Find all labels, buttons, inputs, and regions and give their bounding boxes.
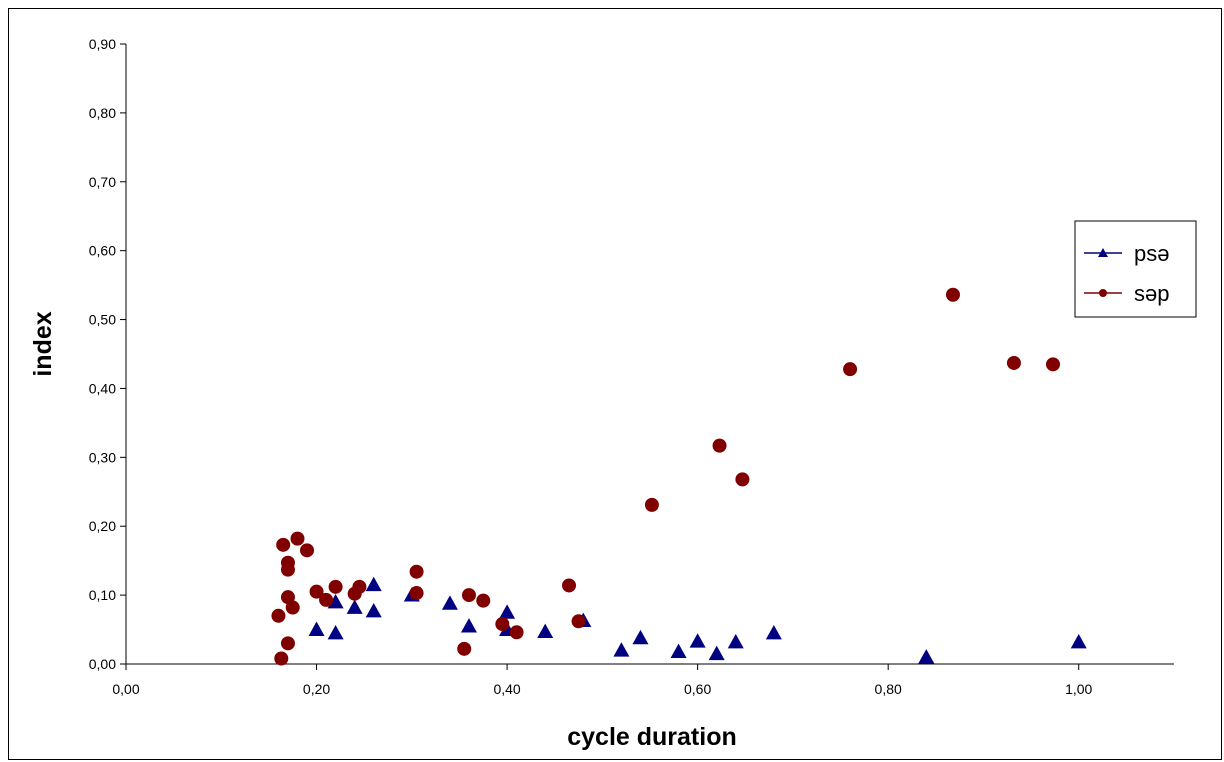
y-tick-label: 0,90 — [89, 36, 116, 52]
data-point-triangle — [613, 642, 630, 657]
data-point-triangle — [765, 625, 782, 640]
x-tick-label: 0,40 — [493, 681, 520, 697]
data-point-triangle — [1070, 633, 1087, 649]
data-point-circle — [409, 586, 424, 601]
data-point-circle — [409, 564, 424, 579]
data-point-circle — [476, 593, 491, 608]
data-point-circle — [843, 362, 858, 377]
data-point-circle — [509, 625, 524, 640]
legend-item[interactable]: psə — [1084, 241, 1169, 266]
data-point-circle — [495, 617, 510, 632]
x-tick-label: 0,00 — [112, 681, 139, 697]
x-tick-label: 0,20 — [303, 681, 330, 697]
data-point-circle — [352, 579, 367, 594]
data-point-circle — [562, 578, 577, 593]
data-point-triangle — [632, 629, 649, 645]
y-tick-label: 0,30 — [89, 449, 116, 465]
y-tick-label: 0,50 — [89, 312, 116, 328]
x-axis-title: cycle duration — [567, 723, 737, 751]
data-point-triangle — [327, 625, 344, 640]
data-point-circle — [300, 543, 315, 558]
data-point-circle — [280, 562, 295, 577]
data-point-triangle — [499, 604, 516, 619]
y-axis-title: index — [29, 311, 57, 376]
y-tick-label: 0,40 — [89, 380, 116, 396]
data-point-circle — [274, 651, 289, 666]
data-point-triangle — [308, 621, 325, 636]
data-point-triangle — [537, 623, 554, 639]
legend-item[interactable]: səp — [1084, 281, 1169, 306]
series-triangle — [308, 576, 1087, 664]
y-tick-label: 0,80 — [89, 105, 116, 121]
y-tick-label: 0,20 — [89, 518, 116, 534]
legend-label: səp — [1134, 281, 1169, 306]
chart-frame — [8, 8, 1222, 760]
y-tick-label: 0,00 — [89, 656, 116, 672]
data-point-triangle — [670, 643, 687, 658]
data-point-circle — [328, 579, 343, 594]
data-point-circle — [309, 584, 324, 599]
legend[interactable]: psə səp — [1074, 220, 1197, 318]
data-point-circle — [571, 614, 586, 629]
data-point-circle — [319, 592, 334, 607]
data-point-circle — [280, 636, 295, 651]
data-point-circle — [712, 438, 727, 453]
axes: 0,00 0,10 0,20 0,30 0,40 0,50 0,60 0,70 0,80 0,90… — [89, 36, 1174, 697]
y-tick-label: 0,60 — [89, 243, 116, 259]
data-point-circle — [457, 641, 472, 656]
data-point-circle — [271, 608, 286, 623]
data-point-circle — [276, 537, 291, 552]
data-point-triangle — [689, 633, 706, 648]
data-point-triangle — [441, 595, 458, 610]
data-point-circle — [461, 588, 476, 603]
legend-box — [1074, 220, 1197, 318]
y-tick-label: 0,10 — [89, 587, 116, 603]
data-point-circle — [1046, 357, 1061, 372]
legend-label: psə — [1134, 241, 1169, 266]
x-tick-label: 0,80 — [875, 681, 902, 697]
data-points — [271, 287, 1087, 666]
x-tick-label: 0,60 — [684, 681, 711, 697]
data-point-triangle — [727, 633, 744, 649]
x-tick-label: 1,00 — [1065, 681, 1092, 697]
data-point-triangle — [708, 645, 725, 661]
data-point-triangle — [365, 576, 382, 592]
legend-triangle-icon — [1098, 248, 1108, 257]
data-point-triangle — [918, 649, 935, 664]
data-point-circle — [945, 287, 960, 302]
legend-circle-icon — [1099, 289, 1107, 297]
data-point-circle — [1006, 355, 1021, 370]
series-circle — [271, 287, 1061, 666]
data-point-triangle — [327, 594, 344, 609]
data-point-triangle — [365, 602, 382, 618]
y-tick-label: 0,70 — [89, 174, 116, 190]
data-point-circle — [735, 472, 750, 487]
data-point-circle — [290, 531, 305, 546]
data-point-circle — [285, 600, 300, 615]
data-point-triangle — [460, 618, 477, 633]
data-point-triangle — [346, 599, 363, 614]
data-point-circle — [644, 497, 659, 512]
